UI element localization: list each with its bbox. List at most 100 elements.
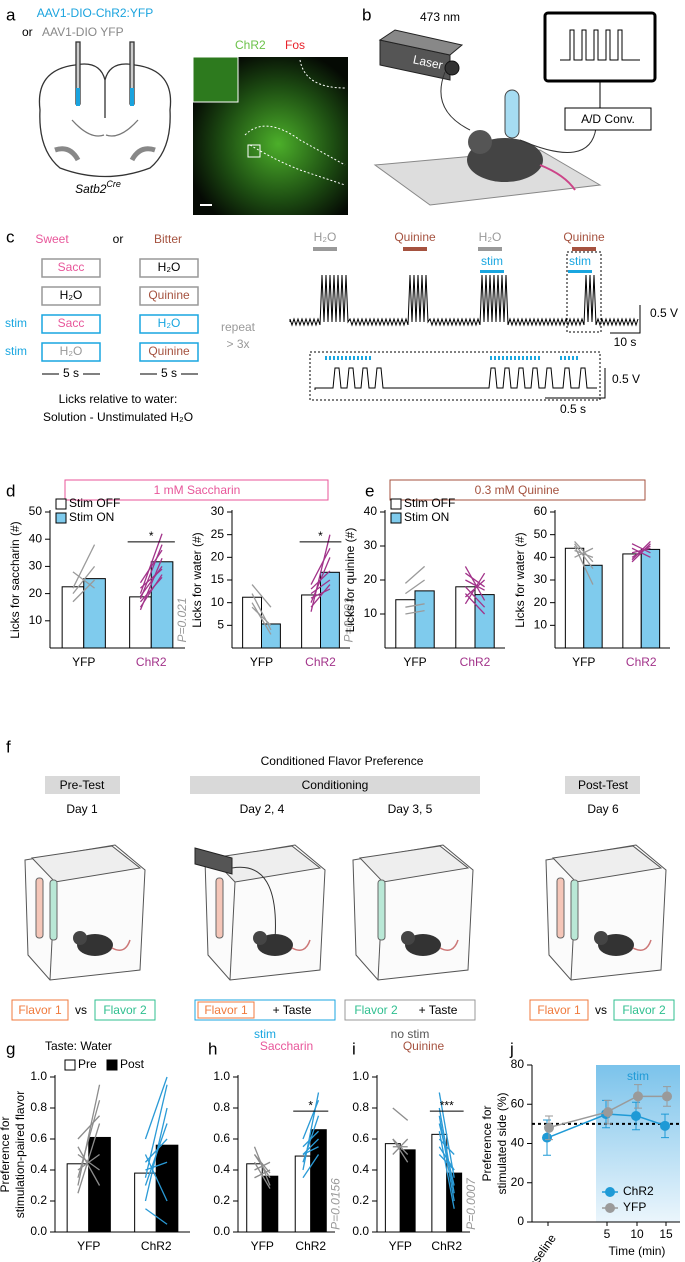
- y-tick-label: 5: [217, 618, 224, 632]
- subject-line: [251, 584, 272, 608]
- y-tick-label: 60: [534, 504, 548, 518]
- bar: [246, 1163, 263, 1233]
- subject-line: [464, 593, 486, 615]
- y-axis-label: stimulation-paired flavor: [13, 1091, 27, 1218]
- bottle: [556, 877, 565, 939]
- x-tick-label: YFP: [251, 1239, 274, 1253]
- subject-line: [464, 566, 486, 601]
- subject-line: [438, 1154, 455, 1171]
- mouse-line: Satb2Cre: [75, 179, 121, 196]
- legend-swatch: [55, 498, 67, 510]
- chart-title: Taste: Water: [45, 1039, 112, 1053]
- trial-bar: [313, 247, 337, 251]
- legend-label: Stim OFF: [69, 496, 120, 510]
- trial-label: H₂O: [158, 260, 181, 274]
- y-tick-label: 30: [29, 559, 43, 573]
- trial-bar: [478, 247, 502, 251]
- y-tick-label: 1.0: [30, 1069, 47, 1083]
- subject-line: [438, 1131, 455, 1209]
- legend-label: ChR2: [623, 1184, 654, 1198]
- legend-label: Stim OFF: [404, 496, 455, 510]
- trial-box: [41, 314, 101, 334]
- cage: [545, 844, 667, 981]
- subject-line: [139, 566, 163, 597]
- repeat-label: > 3x: [226, 337, 249, 351]
- subject-line: [144, 1123, 168, 1186]
- x-tick-label: YFP: [403, 655, 426, 669]
- y-axis-label: stimulated side (%): [495, 1092, 509, 1194]
- y-tick-label: 1.0: [352, 1069, 369, 1083]
- converter-label: A/D Conv.: [581, 112, 635, 126]
- cage-lid: [358, 845, 470, 883]
- title-box: [64, 479, 329, 501]
- chart-title: Saccharin: [260, 1039, 313, 1053]
- legend-label: YFP: [623, 1200, 646, 1214]
- subject-line: [77, 1115, 101, 1140]
- subject-line: [77, 1123, 101, 1194]
- panel-label: c: [6, 227, 15, 246]
- stim-bar: [568, 270, 592, 273]
- subject-line: [253, 1154, 271, 1174]
- subject-line: [251, 606, 272, 626]
- note: Licks relative to water:: [59, 392, 178, 406]
- bar: [61, 586, 85, 649]
- day-label: Day 2, 4: [240, 802, 285, 816]
- y-tick-label: 0.4: [213, 1162, 230, 1176]
- y-tick-label: 0.4: [30, 1162, 47, 1176]
- trial-label: Quinine: [148, 344, 190, 358]
- day-label: Day 1: [66, 802, 98, 816]
- mouse-head: [73, 931, 87, 945]
- y-tick-label: 0.8: [352, 1100, 369, 1114]
- subject-line: [392, 1138, 409, 1155]
- bar: [320, 571, 340, 649]
- bar: [474, 594, 495, 649]
- subject-line: [405, 579, 425, 595]
- subject-line: [302, 1100, 320, 1140]
- y-tick-label: 80: [511, 1057, 525, 1071]
- significance-label: *: [318, 529, 323, 543]
- flavor-label: Flavor 2: [103, 1003, 147, 1017]
- y-tick-label: 0.6: [352, 1131, 369, 1145]
- virus-label: AAV1-DIO-ChR2:YFP: [37, 6, 153, 20]
- x-tick-label: ChR2: [626, 655, 657, 669]
- trace-stim: stim: [481, 254, 503, 268]
- y-tick-label: 0: [517, 1214, 524, 1228]
- panel-label: f: [6, 737, 11, 756]
- cage: [204, 844, 326, 981]
- bar: [129, 596, 152, 649]
- day-label: Day 3, 5: [388, 802, 433, 816]
- trial-label: H₂O: [60, 344, 83, 358]
- trial-box: [41, 286, 101, 306]
- or-label: or: [22, 25, 33, 39]
- subject-line: [139, 549, 163, 584]
- bar: [242, 596, 262, 649]
- flavor-label: Flavor 1: [204, 1003, 248, 1017]
- legend-marker: [605, 1203, 615, 1213]
- y-tick-label: 40: [534, 550, 548, 564]
- bar: [301, 594, 321, 649]
- legend-swatch: [390, 512, 402, 524]
- mouse-tail: [291, 939, 311, 951]
- y-tick-label: 20: [29, 586, 43, 600]
- y-tick-label: 50: [29, 504, 43, 518]
- subject-line: [139, 544, 163, 600]
- y-tick-label: 0.4: [352, 1162, 369, 1176]
- trial-box: [41, 258, 101, 278]
- subject-line: [631, 543, 651, 554]
- x-axis-label: Time (min): [609, 1244, 666, 1258]
- x-tick-label: YFP: [72, 655, 95, 669]
- y-tick-label: 40: [364, 504, 378, 518]
- bitter-label: Bitter: [154, 232, 182, 246]
- x-tick-label: YFP: [250, 655, 273, 669]
- vs-label: vs: [75, 1003, 87, 1017]
- trial-box: [139, 286, 199, 306]
- bar: [414, 590, 435, 649]
- bar: [583, 564, 603, 649]
- x-tick-label: YFP: [77, 1239, 100, 1253]
- panel-title: 1 mM Saccharin: [154, 483, 241, 497]
- series-line: [547, 1095, 666, 1129]
- taste-label: + Taste: [273, 1003, 312, 1017]
- y-tick-label: 1.0: [213, 1069, 230, 1083]
- subject-line: [144, 1138, 168, 1163]
